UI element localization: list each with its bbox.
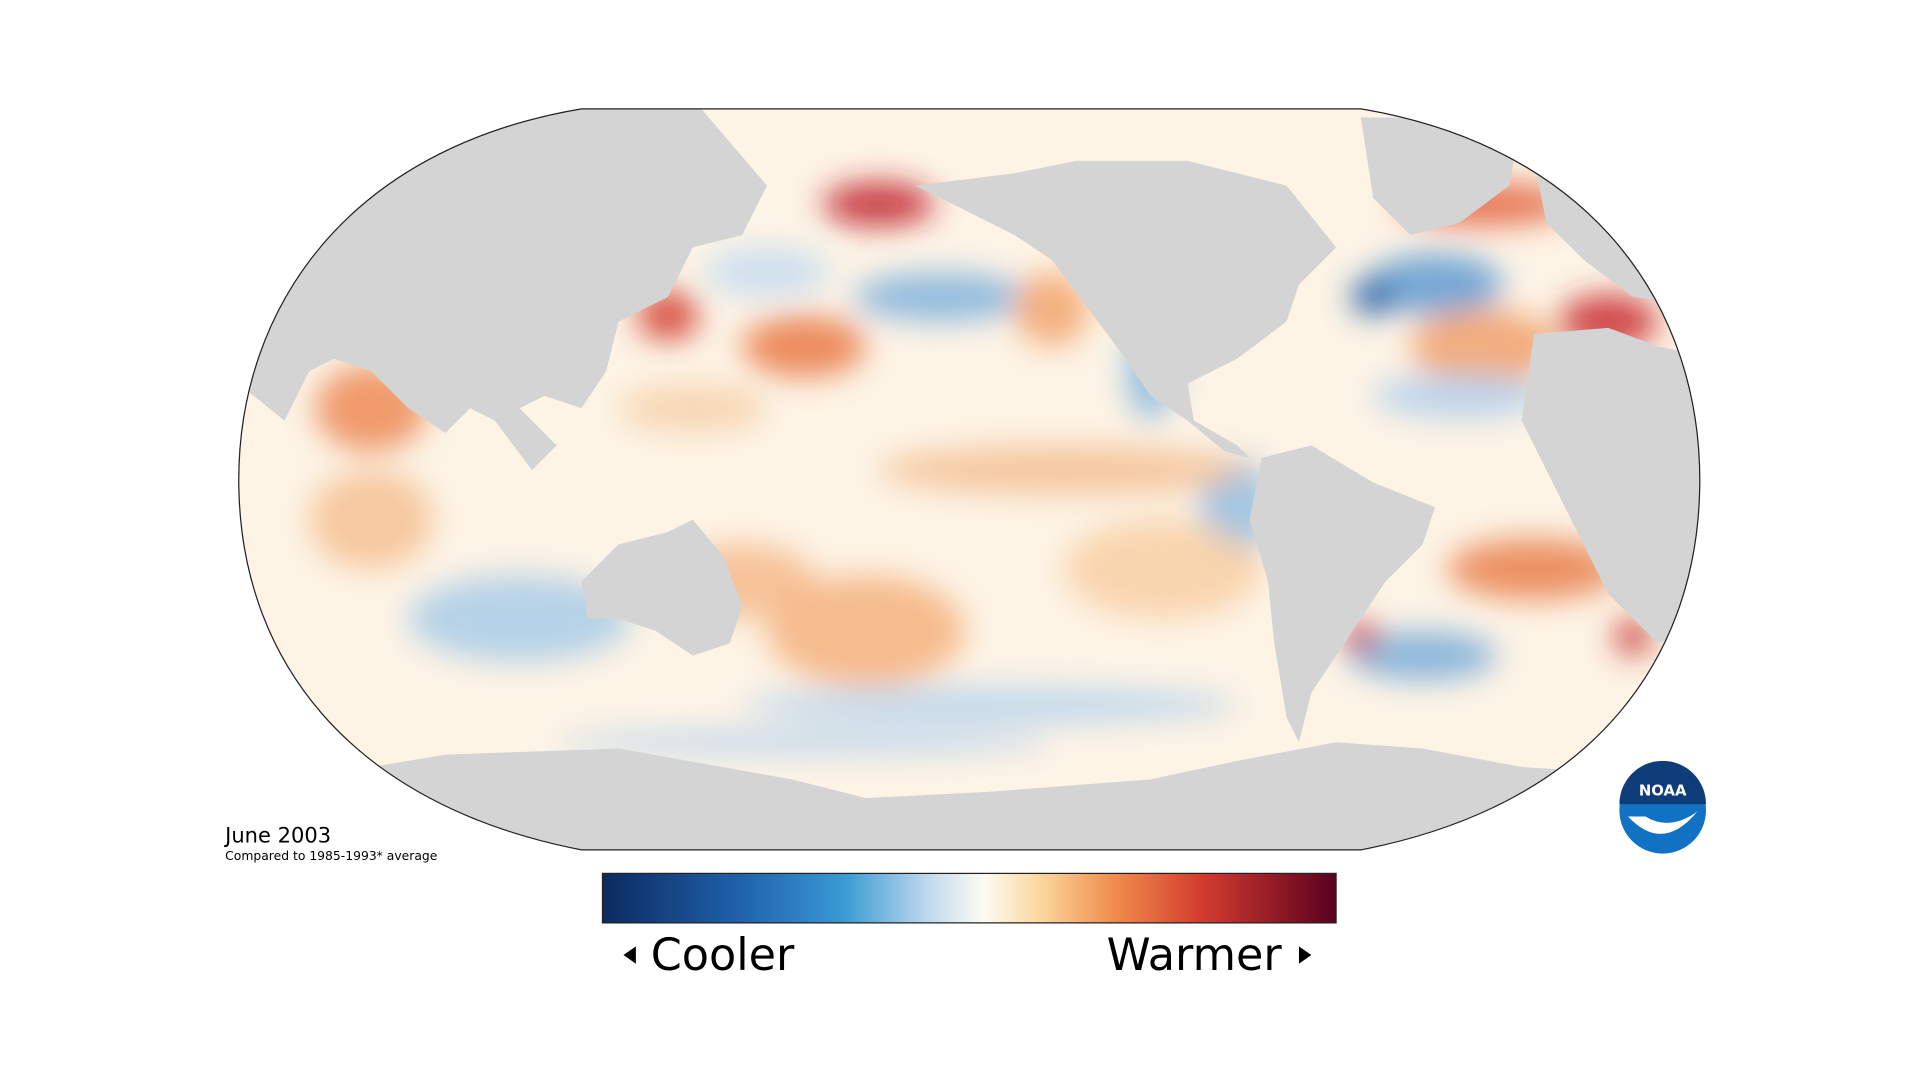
south-america	[1249, 445, 1436, 743]
anomaly-blob	[1410, 309, 1559, 384]
caption-date: June 2003	[223, 822, 331, 847]
legend-high: Warmer	[1107, 929, 1283, 981]
caption-note: Compared to 1985-1993* average	[225, 849, 437, 863]
greenland	[1360, 117, 1522, 236]
anomaly-blob	[309, 470, 433, 570]
africa	[1521, 327, 1700, 644]
anomaly-blob	[408, 575, 631, 662]
anomaly-blob	[767, 575, 965, 687]
map-outline	[238, 108, 1701, 851]
noaa-logo: NOAA	[1619, 760, 1706, 854]
anomaly-blob	[1447, 538, 1621, 600]
logo-text: NOAA	[1639, 782, 1687, 799]
arrow-right	[1298, 946, 1312, 964]
logo-bird	[1628, 811, 1698, 834]
anomaly-blob	[618, 383, 768, 433]
anomaly-blob	[742, 686, 1238, 724]
north-america	[915, 160, 1337, 458]
anomaly-blob	[878, 445, 1250, 495]
anomaly-blob	[1614, 618, 1652, 656]
anomaly-blob	[742, 315, 866, 378]
australia	[581, 519, 743, 656]
anomaly-blob	[1373, 373, 1547, 419]
anomaly-blob	[705, 247, 829, 297]
anomaly-blob	[822, 181, 935, 227]
anomaly-blob	[1367, 253, 1504, 316]
anomaly-blob	[1348, 630, 1497, 681]
anomaly-blob	[1350, 278, 1396, 316]
logo-top	[1619, 760, 1706, 805]
anomaly-blob	[1014, 272, 1089, 347]
anomaly-blob	[853, 272, 1027, 322]
legend-low: Cooler	[651, 929, 795, 981]
color-bar	[601, 872, 1337, 924]
anomaly-blob	[556, 729, 1052, 755]
antarctica	[238, 742, 1700, 850]
map-body	[238, 108, 1700, 850]
arrow-left	[623, 946, 636, 964]
anomaly-blob	[1063, 519, 1262, 619]
